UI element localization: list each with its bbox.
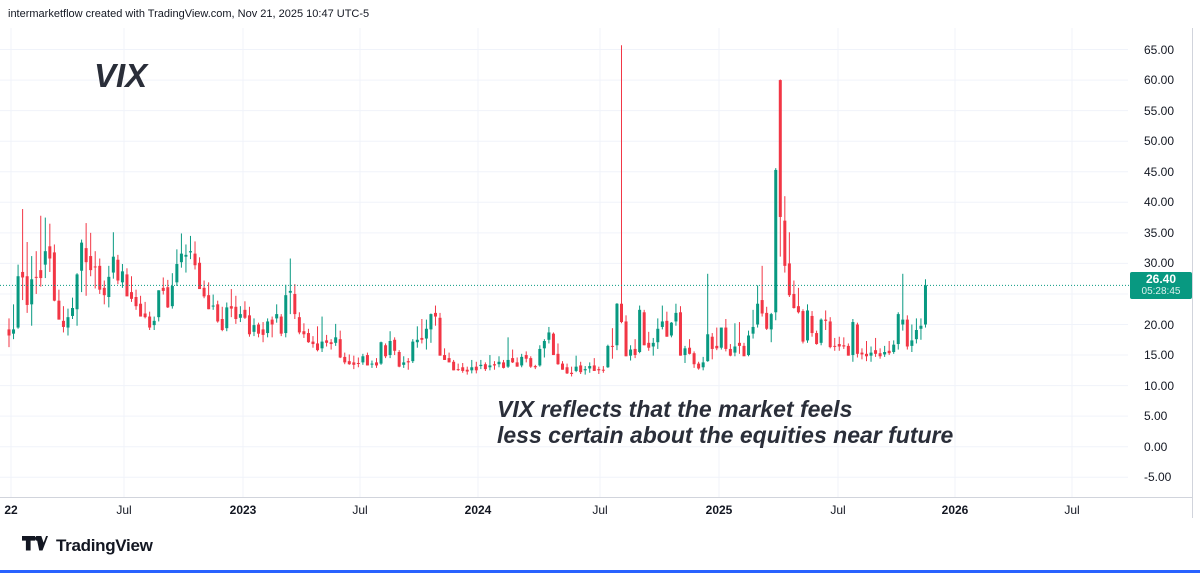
time-axis-label: Jul — [1064, 503, 1080, 517]
bar-countdown: 05:28:45 — [1141, 286, 1181, 298]
price-axis-label: 40.00 — [1144, 195, 1175, 210]
price-axis-label: 35.00 — [1144, 225, 1175, 240]
time-axis-label: 2026 — [941, 503, 969, 517]
time-axis-label: 2025 — [705, 503, 733, 517]
time-axis-label: 2023 — [229, 503, 257, 517]
last-price-value: 26.40 — [1145, 272, 1177, 287]
price-axis-label: 60.00 — [1144, 73, 1175, 88]
tradingview-logo-icon — [22, 536, 48, 556]
price-axis-label: 30.00 — [1144, 256, 1175, 271]
bottom-accent-bar — [0, 570, 1200, 573]
tradingview-logo[interactable]: TradingView — [22, 536, 153, 556]
annotation-line-2: less certain about the equities near fut… — [497, 422, 954, 448]
tradingview-logo-text: TradingView — [56, 536, 153, 555]
time-axis-label: 2024 — [464, 503, 492, 517]
price-axis-label: 15.00 — [1144, 348, 1175, 363]
time-axis-label: Jul — [352, 503, 368, 517]
price-axis-label: 55.00 — [1144, 103, 1175, 118]
price-axis-label: 0.00 — [1144, 439, 1168, 454]
time-axis-label: Jul — [830, 503, 846, 517]
price-axis-label: 50.00 — [1144, 134, 1175, 149]
price-axis-label: 65.00 — [1144, 42, 1175, 57]
annotation-line-1: VIX reflects that the market feels — [497, 396, 853, 422]
price-axis-label: 5.00 — [1144, 409, 1168, 424]
last-price-badge: 26.40 05:28:45 — [1130, 272, 1192, 300]
time-axis-label: Jul — [592, 503, 608, 517]
price-axis-label: 10.00 — [1144, 378, 1175, 393]
attribution-text: intermarketflow created with TradingView… — [8, 8, 370, 20]
time-axis-label: Jul — [116, 503, 132, 517]
price-axis-label: 20.00 — [1144, 317, 1175, 332]
symbol-watermark: VIX — [94, 57, 148, 94]
price-axis-label: -5.00 — [1144, 470, 1172, 485]
price-axis-label: 45.00 — [1144, 164, 1175, 179]
chart-annotation: VIX reflects that the market feels less … — [497, 396, 953, 448]
time-axis-label: 22 — [4, 503, 18, 517]
